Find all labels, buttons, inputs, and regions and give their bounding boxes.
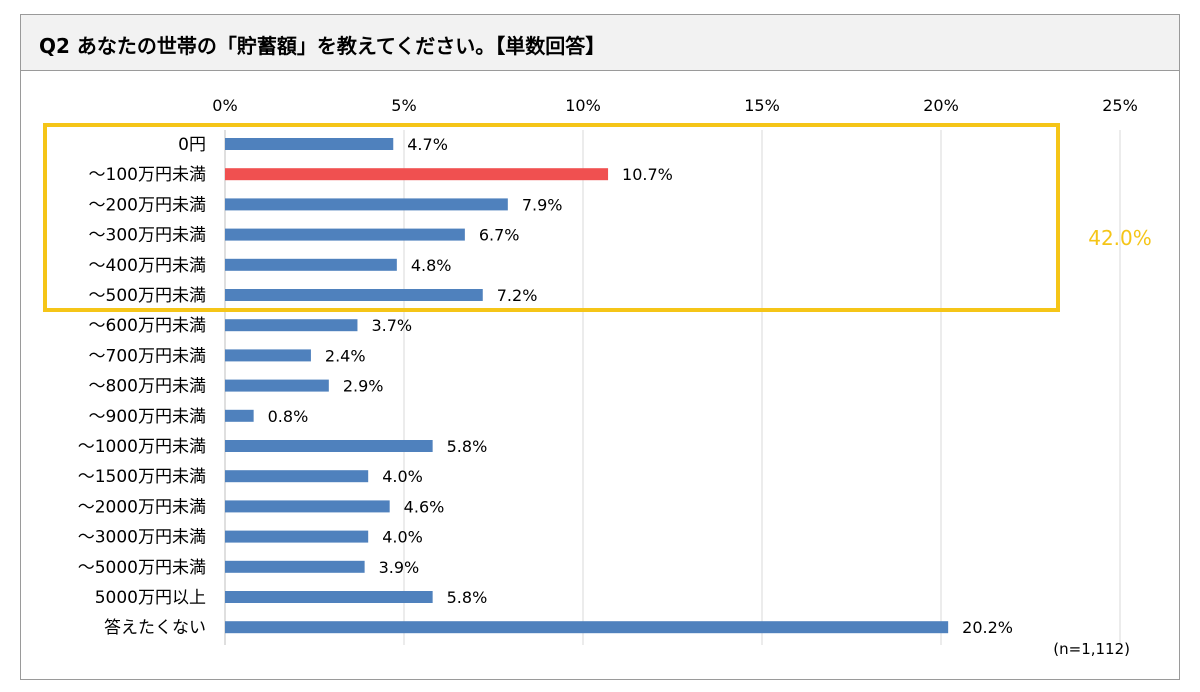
bar	[225, 319, 358, 332]
data-label: 2.9%	[343, 377, 384, 396]
bar	[225, 258, 397, 271]
bar	[225, 349, 311, 362]
title-bar: Q2 あなたの世帯の「貯蓄額」を教えてください。【単数回答】	[21, 15, 1179, 71]
bar	[225, 228, 465, 241]
highlight-box	[43, 123, 1060, 312]
x-tick-label: 0%	[212, 96, 237, 115]
data-label: 20.2%	[962, 618, 1013, 637]
highlight-total-label: 42.0%	[1088, 226, 1152, 250]
category-label: ～300万円未満	[89, 226, 206, 246]
category-label: ～2000万円未満	[78, 497, 206, 517]
data-label: 2.4%	[325, 346, 366, 365]
bar	[225, 530, 369, 543]
category-label: ～100万円未満	[89, 165, 206, 185]
category-label: ～600万円未満	[89, 316, 206, 336]
bar	[225, 470, 369, 483]
category-label: 5000万円以上	[95, 588, 206, 608]
category-label: 0円	[178, 135, 206, 155]
category-label: ～400万円未満	[89, 256, 206, 276]
bar	[225, 591, 433, 603]
x-tick-label: 5%	[391, 96, 416, 115]
data-label: 4.8%	[411, 256, 452, 275]
bar	[225, 198, 508, 211]
category-label: ～500万円未満	[89, 286, 206, 306]
bar	[225, 409, 254, 422]
category-label: ～5000万円未満	[78, 558, 206, 578]
bar	[225, 379, 329, 392]
bars	[225, 138, 949, 634]
bar	[225, 440, 433, 452]
category-label: ～200万円未満	[89, 195, 206, 215]
category-labels: 0円 ～100万円未満 ～200万円未満 ～300万円未満 ～400万円未満 ～500万円…	[78, 135, 206, 638]
x-axis-ticks: 0% 5% 10% 15% 20% 25%	[212, 96, 1137, 115]
bar	[225, 560, 365, 573]
data-label: 7.2%	[497, 286, 538, 305]
data-label: 3.9%	[379, 558, 420, 577]
data-label: 10.7%	[622, 165, 673, 184]
bar	[225, 500, 390, 513]
data-label: 6.7%	[479, 226, 520, 245]
bar	[225, 138, 394, 150]
data-label: 7.9%	[522, 195, 563, 214]
category-label: ～700万円未満	[89, 346, 206, 366]
data-label: 4.7%	[407, 135, 448, 154]
data-label: 4.6%	[404, 497, 445, 516]
category-label: ～1500万円未満	[78, 467, 206, 487]
category-label: ～3000万円未満	[78, 528, 206, 548]
category-label: ～1000万円未満	[78, 437, 206, 457]
bar	[225, 289, 483, 301]
x-tick-label: 15%	[744, 96, 780, 115]
chart-title: Q2 あなたの世帯の「貯蓄額」を教えてください。【単数回答】	[39, 34, 606, 58]
data-label: 5.8%	[447, 588, 488, 607]
sample-size: (n=1,112)	[1053, 640, 1130, 658]
category-label: 答えたくない	[104, 618, 206, 638]
x-tick-label: 10%	[565, 96, 601, 115]
value-labels: 4.7% 10.7% 7.9%6.7% 4.8% 7.2% 3.7% 2.4% 2.9% 0.8…	[268, 135, 1013, 637]
x-tick-label: 20%	[923, 96, 959, 115]
bar	[225, 621, 949, 634]
data-label: 4.0%	[382, 467, 423, 486]
category-label: ～900万円未満	[89, 407, 206, 427]
category-label: ～800万円未満	[89, 377, 206, 397]
x-tick-label: 25%	[1102, 96, 1138, 115]
data-label: 4.0%	[382, 528, 423, 547]
data-label: 5.8%	[447, 437, 488, 456]
bar	[225, 168, 609, 181]
data-label: 0.8%	[268, 407, 309, 426]
data-label: 3.7%	[371, 316, 412, 335]
